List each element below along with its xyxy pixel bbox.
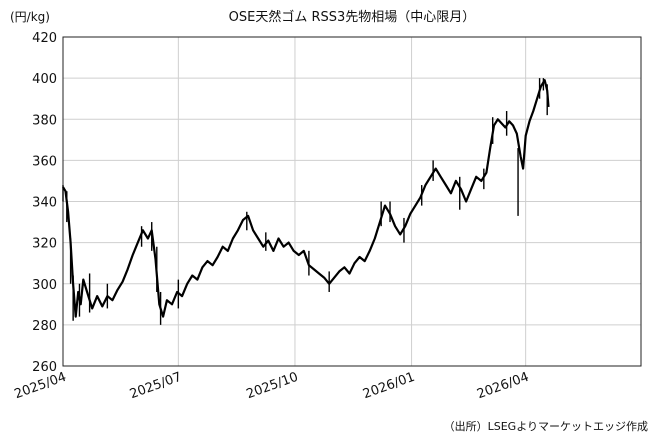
grid: [62, 36, 642, 367]
y-unit-label: (円/kg): [10, 10, 50, 24]
y-tick-label: 340: [32, 196, 57, 211]
price-line: [62, 79, 550, 318]
y-tick-label: 420: [32, 31, 57, 46]
x-tick-label: 2026/04: [475, 370, 531, 403]
x-tick-label: 2025/10: [244, 370, 300, 403]
x-axis: 2025/04 2025/07 2025/10 2026/01 2026/04: [12, 370, 531, 403]
y-tick-label: 400: [32, 72, 57, 87]
y-tick-label: 360: [32, 154, 57, 169]
y-tick-label: 300: [32, 278, 57, 293]
y-tick-label: 280: [32, 319, 57, 334]
source-note: （出所）LSEGよりマーケットエッジ作成: [444, 419, 648, 433]
y-tick-label: 320: [32, 237, 57, 252]
chart-title: OSE天然ゴム RSS3先物相場（中心限月）: [229, 9, 476, 25]
y-tick-label: 260: [32, 360, 57, 375]
y-tick-label: 380: [32, 113, 57, 128]
x-tick-label: 2025/07: [128, 370, 184, 403]
x-tick-label: 2026/01: [361, 370, 417, 403]
price-series: [62, 78, 550, 325]
y-axis: 260 280 300 320 340 360 380 400 420: [32, 31, 57, 375]
